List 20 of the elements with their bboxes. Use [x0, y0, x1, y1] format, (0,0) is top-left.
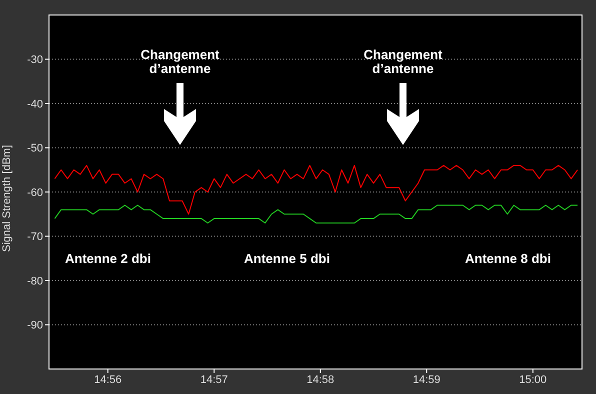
- annotation: Antenne 2 dbi: [65, 251, 151, 266]
- line-series: [54, 204, 578, 224]
- y-tick-label: -90: [27, 320, 43, 332]
- x-tick-label: 15:00: [519, 374, 547, 386]
- x-tick-label: 14:56: [94, 374, 122, 386]
- x-tick-label: 14:57: [200, 374, 228, 386]
- y-tick-label: -40: [27, 98, 43, 110]
- annotation: Antenne 5 dbi: [244, 251, 330, 266]
- y-tick-label: -70: [27, 231, 43, 244]
- annotation: Antenne 8 dbi: [465, 251, 551, 266]
- y-tick-label: -30: [27, 54, 43, 66]
- y-tick-label: -50: [27, 142, 43, 155]
- annotation: Changement d’antenne: [140, 47, 220, 76]
- y-tick-label: -60: [27, 186, 43, 199]
- annotation: Changement d’antenne: [364, 47, 444, 76]
- x-tick-label: 14:58: [306, 374, 334, 386]
- line-series: [54, 164, 578, 215]
- y-axis-title: Signal Strength [dBm]: [0, 144, 13, 252]
- y-tick-label: -80: [27, 275, 43, 288]
- x-tick-label: 14:59: [412, 374, 440, 386]
